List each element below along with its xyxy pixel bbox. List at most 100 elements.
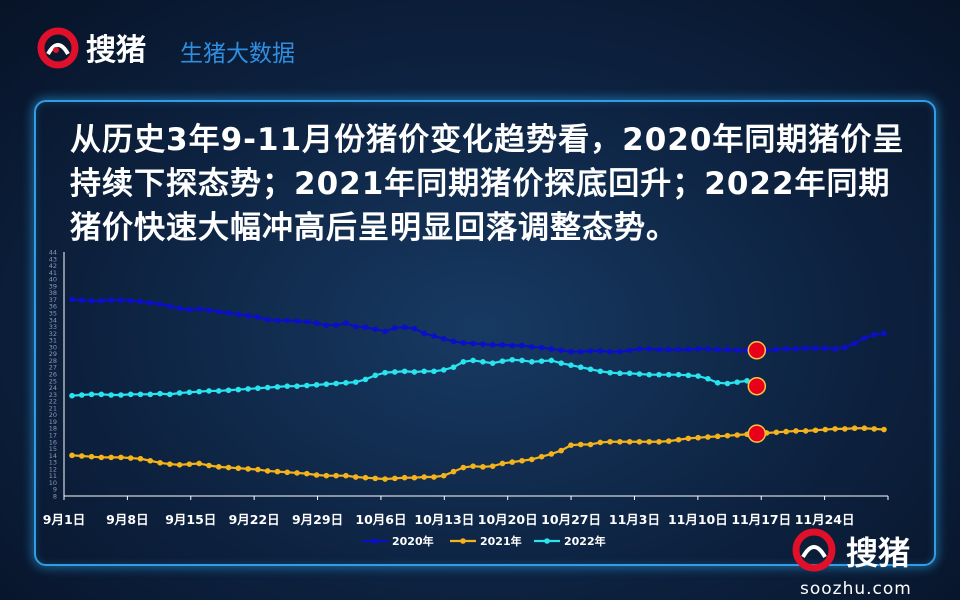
- data-point: [431, 368, 437, 375]
- data-point: [245, 466, 251, 472]
- data-point: [529, 456, 535, 463]
- data-point: [538, 453, 545, 460]
- data-point: [98, 298, 105, 304]
- data-point: [695, 434, 701, 441]
- highlight-marker: [747, 341, 767, 360]
- x-tick-label: 9月29日: [292, 512, 343, 527]
- watermark-logo-icon: [792, 528, 836, 572]
- data-point: [577, 348, 584, 355]
- data-point: [656, 371, 662, 378]
- data-point: [196, 306, 202, 312]
- data-point: [607, 438, 613, 445]
- data-point: [264, 468, 271, 474]
- data-point: [832, 426, 838, 432]
- data-point: [294, 318, 300, 324]
- data-point: [626, 370, 633, 377]
- data-point: [167, 391, 173, 398]
- data-point: [157, 301, 163, 307]
- data-point: [411, 369, 418, 375]
- y-tick-label: 13: [49, 459, 57, 467]
- logo-mark-icon: [37, 27, 79, 69]
- data-point: [793, 428, 799, 434]
- y-tick-label: 22: [49, 398, 57, 406]
- data-point: [597, 368, 604, 375]
- data-point: [734, 432, 741, 438]
- data-point: [294, 383, 300, 390]
- data-point: [665, 371, 672, 378]
- data-point: [167, 461, 173, 467]
- data-point: [842, 426, 848, 432]
- data-point: [362, 376, 369, 383]
- data-point: [548, 346, 555, 352]
- data-point: [724, 432, 731, 439]
- data-point: [186, 461, 193, 467]
- data-point: [294, 470, 300, 476]
- data-point: [176, 305, 183, 312]
- data-point: [548, 451, 555, 457]
- data-point: [206, 307, 212, 314]
- data-point: [871, 426, 878, 432]
- y-tick-label: 9: [53, 486, 57, 494]
- y-tick-label: 36: [49, 303, 57, 311]
- data-point: [685, 346, 692, 353]
- data-point: [607, 348, 613, 355]
- data-point: [509, 356, 516, 363]
- data-point: [235, 386, 242, 393]
- data-point: [225, 387, 232, 394]
- data-point: [206, 388, 212, 394]
- data-point: [587, 441, 594, 448]
- y-tick-label: 40: [49, 276, 57, 284]
- data-point: [313, 320, 320, 326]
- y-tick-label: 44: [49, 249, 57, 257]
- data-point: [392, 325, 398, 331]
- data-point: [450, 364, 457, 371]
- x-tick-label: 9月8日: [106, 512, 148, 527]
- data-point: [303, 382, 310, 389]
- data-point: [78, 453, 85, 459]
- data-point: [705, 434, 711, 440]
- y-tick-label: 34: [49, 316, 57, 324]
- data-point: [802, 428, 809, 434]
- data-point: [78, 392, 85, 398]
- data-point: [382, 369, 388, 376]
- data-point: [401, 474, 408, 481]
- data-point: [215, 464, 222, 470]
- watermark-domain: soozhu.com: [800, 579, 912, 599]
- data-point: [323, 381, 330, 387]
- data-point: [529, 344, 535, 350]
- data-point: [656, 346, 662, 353]
- x-tick-label: 11月24日: [795, 512, 855, 527]
- data-point: [235, 311, 242, 318]
- data-point: [470, 357, 476, 364]
- data-point: [881, 330, 887, 337]
- data-point: [597, 439, 604, 446]
- data-point: [225, 310, 232, 316]
- data-point: [617, 370, 623, 377]
- data-point: [411, 474, 418, 481]
- data-point: [215, 308, 222, 315]
- y-tick-label: 16: [49, 438, 57, 446]
- data-point: [196, 388, 202, 395]
- data-point: [137, 391, 144, 398]
- data-point: [255, 314, 261, 320]
- data-point: [460, 340, 467, 346]
- data-point: [196, 460, 202, 467]
- data-point: [176, 462, 183, 468]
- data-point: [431, 474, 437, 480]
- data-point: [705, 346, 711, 352]
- data-point: [313, 382, 320, 388]
- data-point: [842, 344, 848, 351]
- data-point: [714, 380, 721, 386]
- data-point: [372, 372, 379, 379]
- data-point: [705, 375, 711, 382]
- data-point: [88, 391, 95, 398]
- data-point: [812, 345, 819, 352]
- data-point: [558, 347, 564, 354]
- data-point: [587, 348, 594, 354]
- x-tick-label: 9月15日: [165, 512, 216, 527]
- data-point: [206, 462, 212, 469]
- data-point: [617, 348, 623, 355]
- data-point: [362, 324, 369, 331]
- y-tick-label: 33: [49, 323, 57, 331]
